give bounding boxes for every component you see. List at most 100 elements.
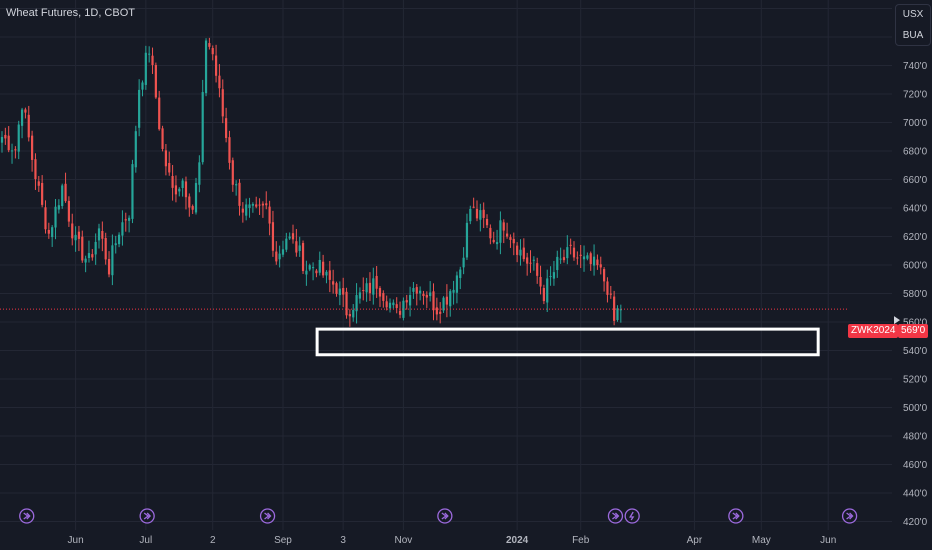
candle-body (308, 265, 311, 270)
candle-body (154, 65, 157, 98)
candle-body (392, 302, 395, 306)
candle-body (104, 237, 107, 260)
candle-body (412, 288, 415, 292)
candle-body (495, 242, 499, 245)
candle-body (251, 204, 254, 206)
candle-body (305, 270, 308, 275)
candle-body (459, 269, 462, 279)
candle-body (382, 293, 385, 301)
candle-body (14, 149, 17, 151)
candle-body (211, 48, 214, 55)
x-tick-label: Nov (395, 535, 413, 546)
candle-body (241, 208, 244, 213)
candle-body (188, 196, 191, 208)
candle-body (44, 207, 47, 230)
candle-body (519, 249, 522, 256)
candle-body (422, 293, 425, 297)
candle-body (328, 270, 331, 280)
candle-body (492, 239, 495, 243)
candle-body (562, 257, 566, 261)
x-tick-label: Jul (139, 535, 152, 546)
y-tick-label: 440'0 (903, 488, 928, 499)
candle-body (255, 204, 258, 207)
candle-body (74, 234, 77, 241)
candle-body (529, 262, 532, 264)
candle-body (271, 222, 275, 251)
candle-body (512, 238, 515, 244)
candle-body (616, 308, 619, 321)
currency-unit-selector[interactable]: USX BUA (895, 4, 931, 46)
candle-body (238, 182, 241, 206)
candle-body (97, 228, 101, 241)
candle-body (81, 236, 84, 261)
candle-body (261, 203, 265, 206)
candle-body (318, 259, 321, 273)
candle-body (194, 183, 198, 213)
x-tick-label: Sep (274, 535, 292, 546)
candle-body (355, 295, 358, 312)
candle-body (322, 261, 325, 276)
candle-body (161, 128, 164, 149)
chart-title: Wheat Futures, 1D, CBOT (6, 7, 135, 19)
candle-body (278, 253, 281, 260)
candle-body (365, 283, 368, 293)
candle-body (301, 243, 305, 272)
x-tick-label: Apr (687, 535, 703, 546)
candle-body (77, 231, 81, 239)
candle-body (164, 150, 168, 167)
candle-body (47, 229, 50, 234)
unit-usx[interactable]: USX (902, 9, 924, 20)
candle-body (402, 300, 405, 318)
candle-body (549, 276, 552, 278)
y-tick-label: 620'0 (903, 232, 928, 243)
dividend-event-icon[interactable] (139, 508, 155, 524)
y-tick-label: 480'0 (903, 431, 928, 442)
candle-body (539, 276, 542, 287)
candle-body (121, 222, 124, 236)
candle-body (415, 287, 418, 294)
candle-body (141, 82, 144, 90)
candle-body (265, 203, 268, 206)
candle-body (295, 241, 298, 253)
candle-body (64, 183, 67, 202)
candle-body (362, 290, 365, 292)
candle-body (342, 288, 345, 295)
dividend-event-icon[interactable] (437, 508, 453, 524)
candle-body (7, 135, 10, 151)
dividend-event-icon[interactable] (19, 508, 35, 524)
candle-body (576, 257, 579, 259)
candle-body (138, 89, 141, 128)
dividend-event-icon[interactable] (728, 508, 744, 524)
candle-body (184, 181, 188, 198)
candle-body (552, 272, 556, 279)
candle-body (532, 259, 535, 261)
candle-body (592, 256, 596, 266)
candle-body (218, 75, 221, 89)
dividend-event-icon[interactable] (259, 508, 276, 524)
lightning-event-icon[interactable] (624, 508, 640, 524)
candle-body (231, 160, 234, 185)
candle-body (41, 182, 44, 205)
candle-body (425, 294, 428, 298)
candle-body (228, 137, 231, 163)
unit-bua[interactable]: BUA (902, 30, 924, 41)
candle-body (419, 290, 422, 294)
candle-body (452, 289, 455, 293)
candle-body (204, 40, 208, 94)
candle-body (348, 314, 351, 317)
candle-body (472, 206, 475, 208)
candle-body (609, 293, 612, 295)
y-tick-label: 580'0 (903, 289, 928, 300)
candle-body (31, 135, 34, 160)
y-tick-label: 560'0 (903, 317, 928, 328)
candle-body (248, 204, 251, 209)
candle-body (465, 222, 469, 258)
dividend-event-icon[interactable] (841, 508, 858, 524)
dividend-event-icon[interactable] (607, 508, 624, 524)
x-tick-label: 2024 (506, 535, 529, 546)
candle-body (181, 180, 184, 189)
y-tick-label: 740'0 (903, 61, 928, 72)
candle-body (107, 258, 111, 275)
x-tick-label: 2 (210, 535, 216, 546)
